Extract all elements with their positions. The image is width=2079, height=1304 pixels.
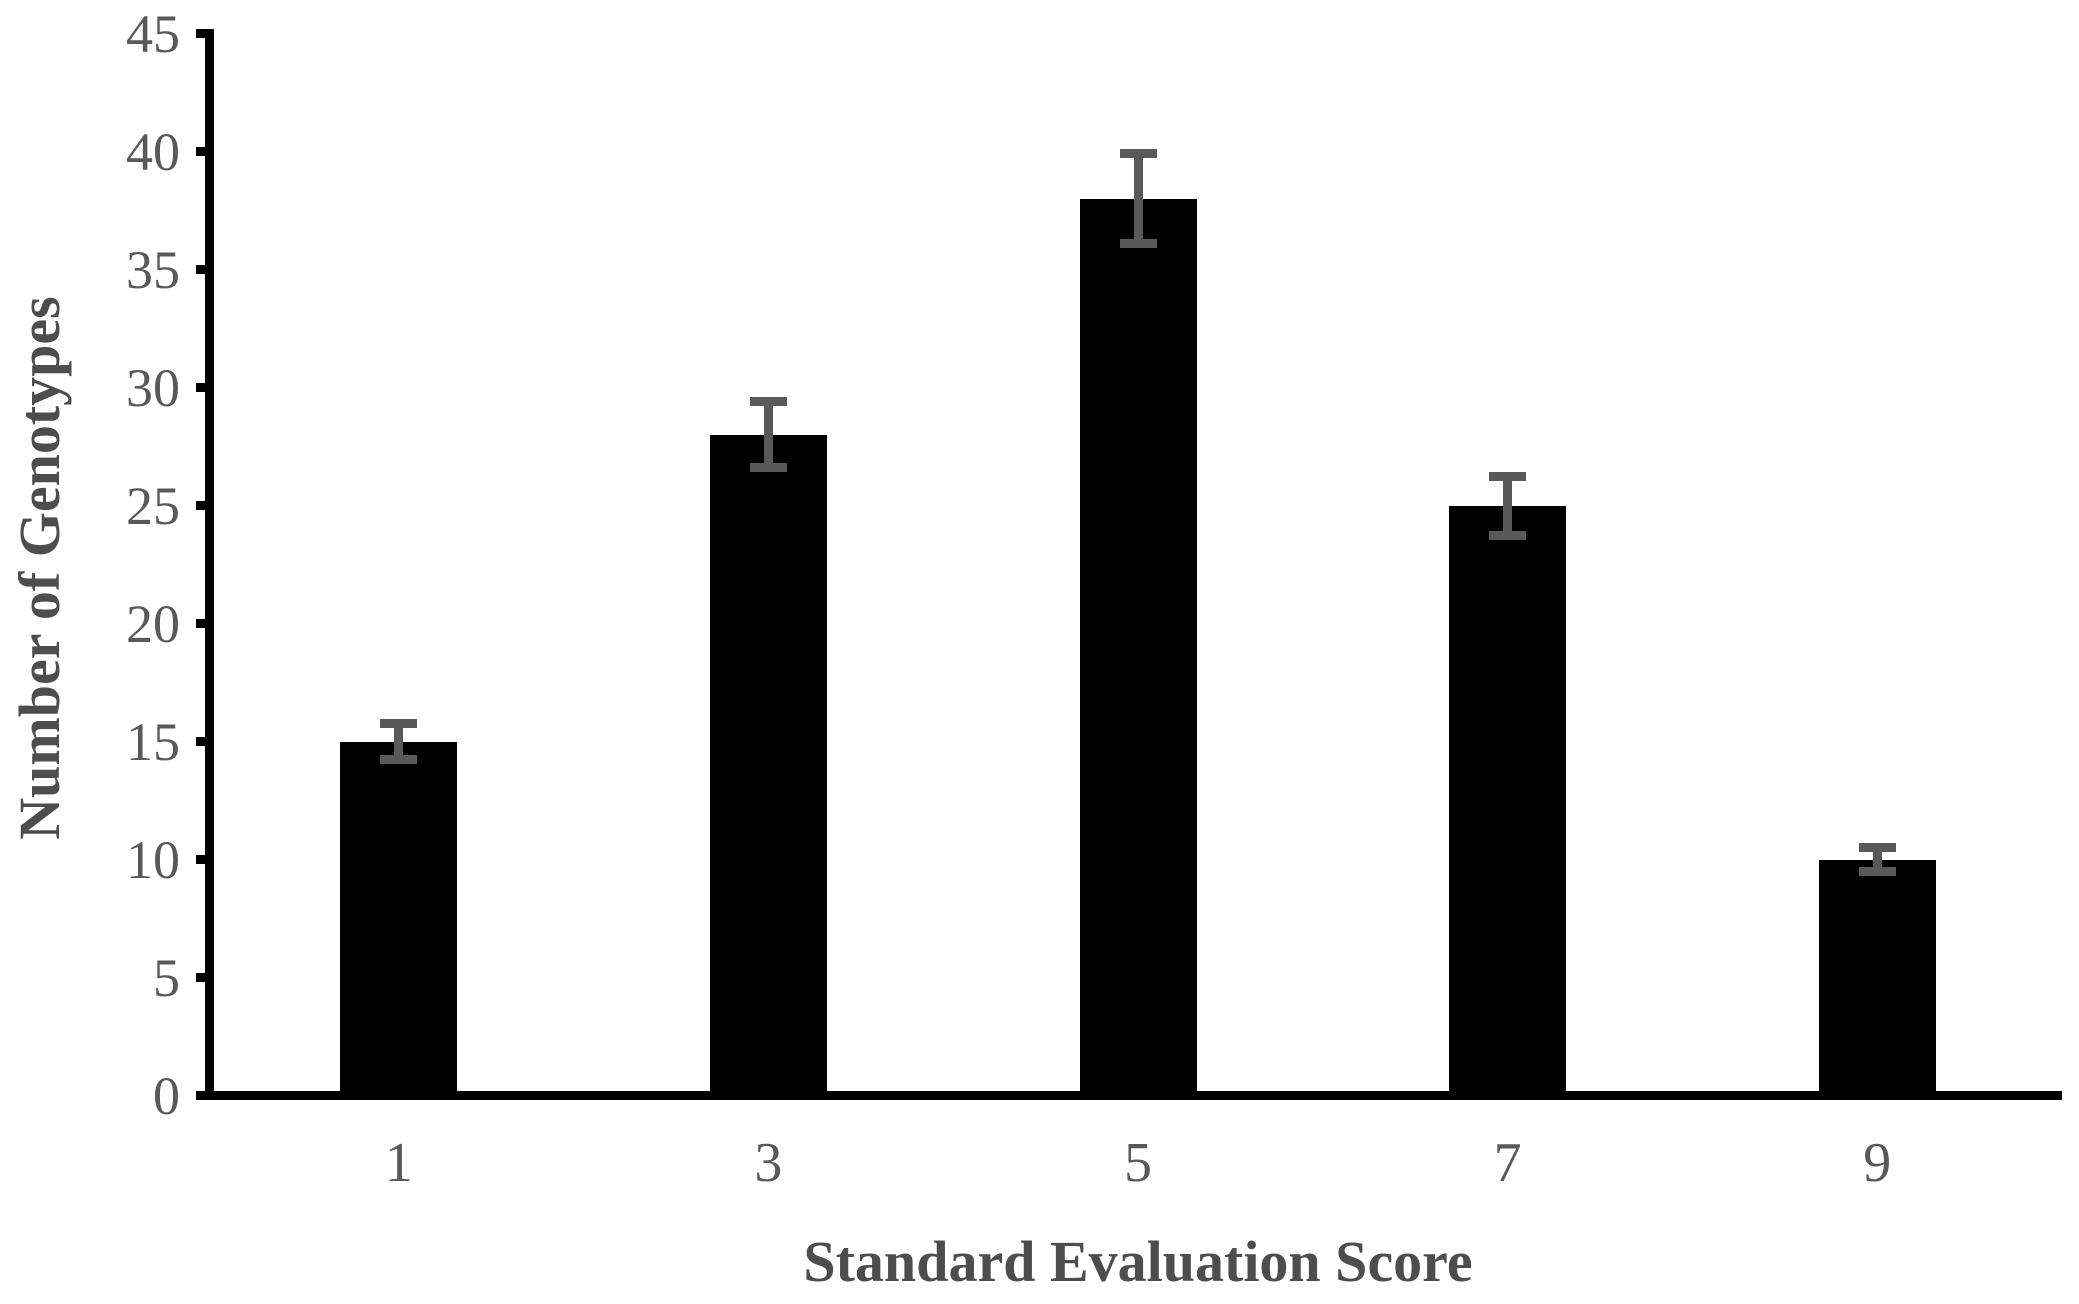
x-axis-tick-label: 7 xyxy=(1493,1132,1522,1194)
error-bar-cap-top xyxy=(749,397,787,407)
bar xyxy=(1079,198,1197,1091)
y-axis-tick-label: 45 xyxy=(126,3,180,64)
error-bar-line xyxy=(1133,153,1143,244)
y-axis-tick xyxy=(196,29,214,38)
error-bar-line xyxy=(1503,476,1513,535)
y-axis-tick-label: 5 xyxy=(153,947,180,1008)
bar xyxy=(709,434,827,1091)
y-axis-tick-label: 20 xyxy=(126,593,180,654)
bar xyxy=(340,741,458,1091)
error-bar-cap-bottom xyxy=(1119,239,1157,249)
y-axis-tick-label: 35 xyxy=(126,239,180,300)
x-axis-tick-label: 1 xyxy=(384,1132,413,1194)
y-axis-tick xyxy=(196,973,214,982)
error-bar-cap-top xyxy=(1489,471,1527,481)
bar xyxy=(1449,505,1567,1091)
error-bar-cap-top xyxy=(1858,843,1896,853)
y-axis-tick-label: 15 xyxy=(126,711,180,772)
error-bar-cap-bottom xyxy=(380,754,418,764)
y-axis-tick-label: 10 xyxy=(126,829,180,890)
y-axis-tick xyxy=(196,855,214,864)
error-bar-line xyxy=(763,401,773,468)
error-bar-line xyxy=(394,723,404,760)
y-axis-tick-label: 30 xyxy=(126,357,180,418)
y-axis-tick-label: 0 xyxy=(153,1065,180,1126)
y-axis-tick xyxy=(196,737,214,746)
error-bar-line xyxy=(1872,847,1882,872)
x-axis-tick-label: 5 xyxy=(1124,1132,1152,1194)
y-axis-tick xyxy=(196,265,214,274)
y-axis-line xyxy=(205,30,214,1100)
error-bar-cap-bottom xyxy=(1858,866,1896,876)
error-bar-cap-bottom xyxy=(749,463,787,473)
y-axis-tick xyxy=(196,619,214,628)
y-axis-tick xyxy=(196,147,214,156)
x-axis-tick-label: 9 xyxy=(1863,1132,1892,1194)
bar xyxy=(1818,859,1936,1091)
error-bar-cap-top xyxy=(380,719,418,729)
x-axis-line xyxy=(205,1091,2062,1100)
y-axis-tick xyxy=(196,501,214,510)
y-axis-tick xyxy=(196,383,214,392)
y-axis-tick xyxy=(196,1091,214,1100)
error-bar-cap-bottom xyxy=(1489,530,1527,540)
y-axis-tick-label: 25 xyxy=(126,475,180,536)
error-bar-cap-top xyxy=(1119,149,1157,159)
x-axis-title: Standard Evaluation Score xyxy=(803,1229,1473,1294)
x-axis-tick-label: 3 xyxy=(754,1132,783,1194)
y-axis-tick-label: 40 xyxy=(126,121,180,182)
